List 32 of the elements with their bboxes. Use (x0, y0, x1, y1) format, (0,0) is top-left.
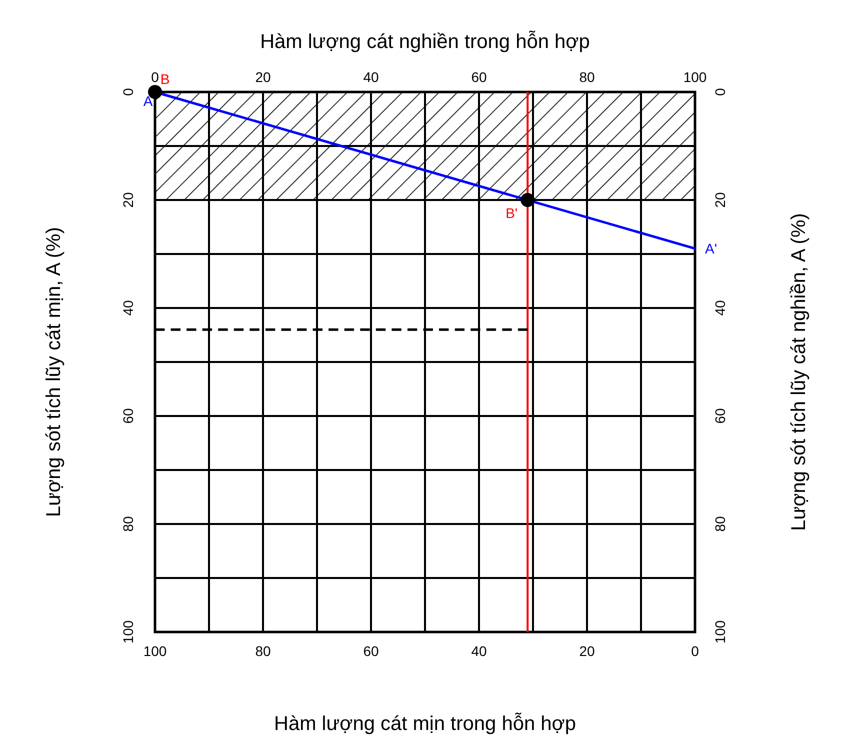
y2-tick-label: 40 (712, 300, 728, 316)
y2-tick-label: 60 (712, 408, 728, 424)
x2-tick-label: 60 (471, 69, 487, 85)
y2-axis-title: Lượng sót tích lũy cát nghiền, A (%) (788, 213, 810, 531)
y2-tick-label: 0 (712, 88, 728, 96)
x-tick-label: 80 (255, 643, 271, 659)
x-axis-title: Hàm lượng cát mịn trong hỗn hợp (274, 712, 576, 735)
y-tick-label: 100 (120, 620, 136, 644)
x2-tick-label: 20 (255, 69, 271, 85)
annotation: B (160, 71, 170, 87)
x2-tick-label: 100 (683, 69, 707, 85)
y-axis-title: Lượng sót tích lũy cát mịn, A (%) (43, 227, 65, 517)
y-tick-label: 0 (120, 88, 136, 96)
x2-tick-label: 0 (151, 69, 160, 85)
annotation: B' (506, 205, 518, 221)
x2-tick-label: 80 (579, 69, 595, 85)
x-tick-label: 20 (579, 643, 595, 659)
y2-tick-label: 100 (712, 620, 728, 644)
x-tick-label: 60 (363, 643, 379, 659)
x2-tick-label: 40 (363, 69, 379, 85)
x2-axis-title: Hàm lượng cát nghiền trong hỗn hợp (260, 30, 590, 53)
x-tick-label: 40 (471, 643, 487, 659)
y-tick-label: 40 (120, 300, 136, 316)
x-tick-label: 100 (143, 643, 167, 659)
y2-tick-label: 20 (712, 192, 728, 208)
y-tick-label: 20 (120, 192, 136, 208)
annotation: A' (704, 240, 718, 257)
y2-tick-label: 80 (712, 516, 728, 532)
annotation: A (143, 93, 154, 109)
y-tick-label: 80 (120, 516, 136, 532)
y-tick-label: 60 (120, 408, 136, 424)
x-tick-label: 0 (691, 643, 700, 659)
